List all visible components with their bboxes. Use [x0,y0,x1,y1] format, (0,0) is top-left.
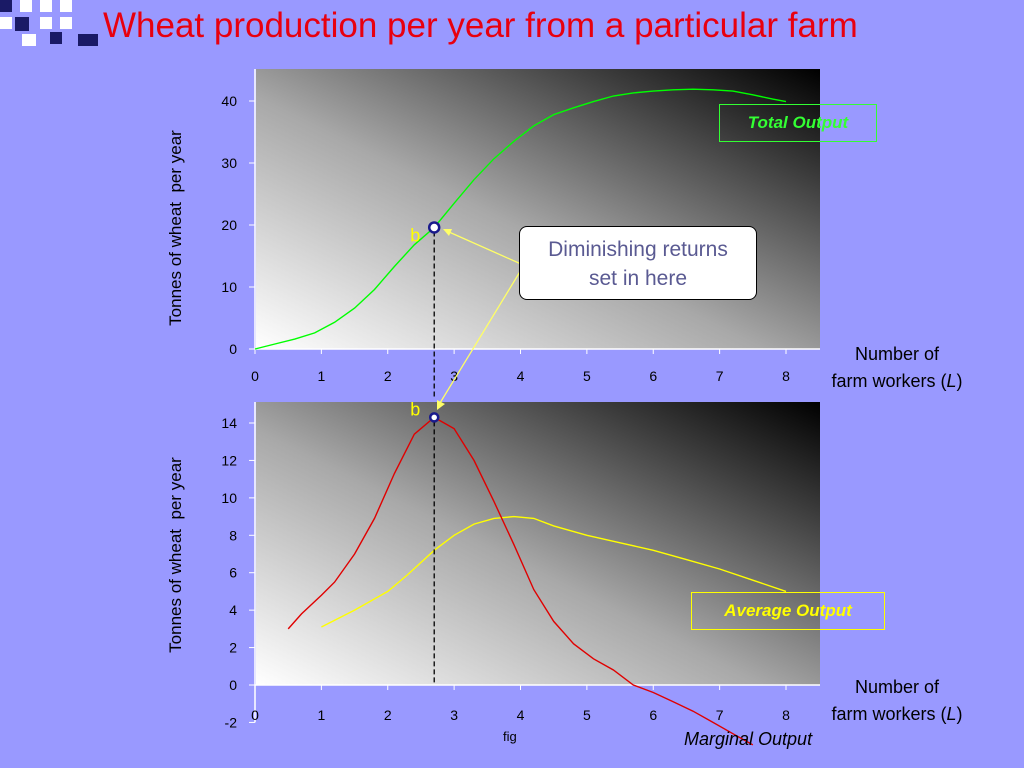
y-tick-label: 8 [229,527,237,543]
y-axis-label-top: Tonnes of wheat per year [166,130,185,326]
x-tick-label: 6 [649,368,657,384]
x-axis-label-variable: L [946,704,957,724]
y-tick-label: 20 [221,217,237,233]
x-tick-label: 8 [782,368,790,384]
x-tick-label: 1 [317,368,325,384]
x-axis-label-line2a: farm workers ( [831,371,947,391]
marginal-output-label: Marginal Output [684,729,813,749]
deco-square [40,17,52,29]
deco-square [60,17,72,29]
callout-line2: set in here [588,267,688,290]
total-output-chart: 0 10 20 30 40 0 1 2 3 4 5 6 7 8 [221,69,820,384]
x-tick-label: 5 [583,368,591,384]
callout-line1: Diminishing returns [548,238,728,261]
deco-square [0,17,12,29]
callout-arrowhead-bottom [437,400,445,410]
y-tick-label: 4 [229,602,237,618]
callout-arrow-top [448,231,522,265]
x-axis-label-line1: Number of [854,344,940,364]
x-axis-label-line2b: ) [956,371,963,391]
y-tick-label: 10 [221,490,237,506]
x-tick-label: 4 [517,368,525,384]
y-tick-label: 2 [229,640,237,656]
total-output-line [254,88,787,350]
point-b-marker-bottom [428,412,440,423]
x-tick-label: 7 [716,368,724,384]
diminishing-returns-callout: Diminishing returns set in here [519,226,757,300]
x-axis-label-line2b: ) [956,704,963,724]
callout-arrow-bottom [439,269,522,404]
y-tick-label: 0 [229,677,237,693]
x-tick-label: 0 [251,368,259,384]
callout-arrowhead-top [443,229,452,236]
point-b-label-top: b [410,225,420,245]
x-tick-label: 5 [583,707,591,723]
y-tick-label: 10 [221,279,237,295]
y-tick-label: -2 [225,714,238,730]
x-axis-label-bottom: Number of farm workers (L) [797,674,997,728]
x-tick-label: 0 [251,707,259,723]
deco-square [0,0,12,12]
figure-caption: fig [503,729,517,744]
deco-square [20,0,32,12]
y-tick-label: 12 [221,452,237,468]
plot-background [256,69,820,349]
x-tick-label: 6 [649,707,657,723]
x-tick-label: 2 [384,368,392,384]
y-tick-label: 0 [229,341,237,357]
total-output-label: Total Output [719,104,877,142]
x-tick-label: 3 [450,707,458,723]
slide-title: Wheat production per year from a particu… [103,6,858,45]
point-b-label-bottom: b [410,399,420,419]
point-b-marker-top [427,221,441,234]
deco-square [50,32,62,44]
deco-square [22,34,36,46]
y-tick-label: 14 [221,415,237,431]
y-tick-label: 6 [229,565,237,581]
average-output-line [321,515,787,628]
y-tick-label: 30 [221,155,237,171]
x-tick-label: 8 [782,707,790,723]
x-tick-label: 4 [517,707,525,723]
x-tick-label: 2 [384,707,392,723]
x-tick-label: 7 [716,707,724,723]
annotation-layer: bb [410,221,522,683]
x-axis-label-variable: L [946,371,957,391]
x-tick-label: 3 [450,368,458,384]
x-axis-label-line1: Number of [854,677,940,697]
marginal-output-line [287,416,754,746]
deco-square [78,34,98,46]
deco-square [60,0,72,12]
y-tick-label: 40 [221,93,237,109]
y-axis-label-bottom: Tonnes of wheat per year [166,457,185,653]
corner-decoration [0,0,98,46]
x-tick-label: 1 [317,707,325,723]
plot-background [256,402,820,685]
average-output-label: Average Output [691,592,885,630]
deco-square [15,17,29,31]
x-axis-label-line2a: farm workers ( [831,704,947,724]
x-axis-label-top: Number of farm workers (L) [797,341,997,395]
deco-square [40,0,52,12]
